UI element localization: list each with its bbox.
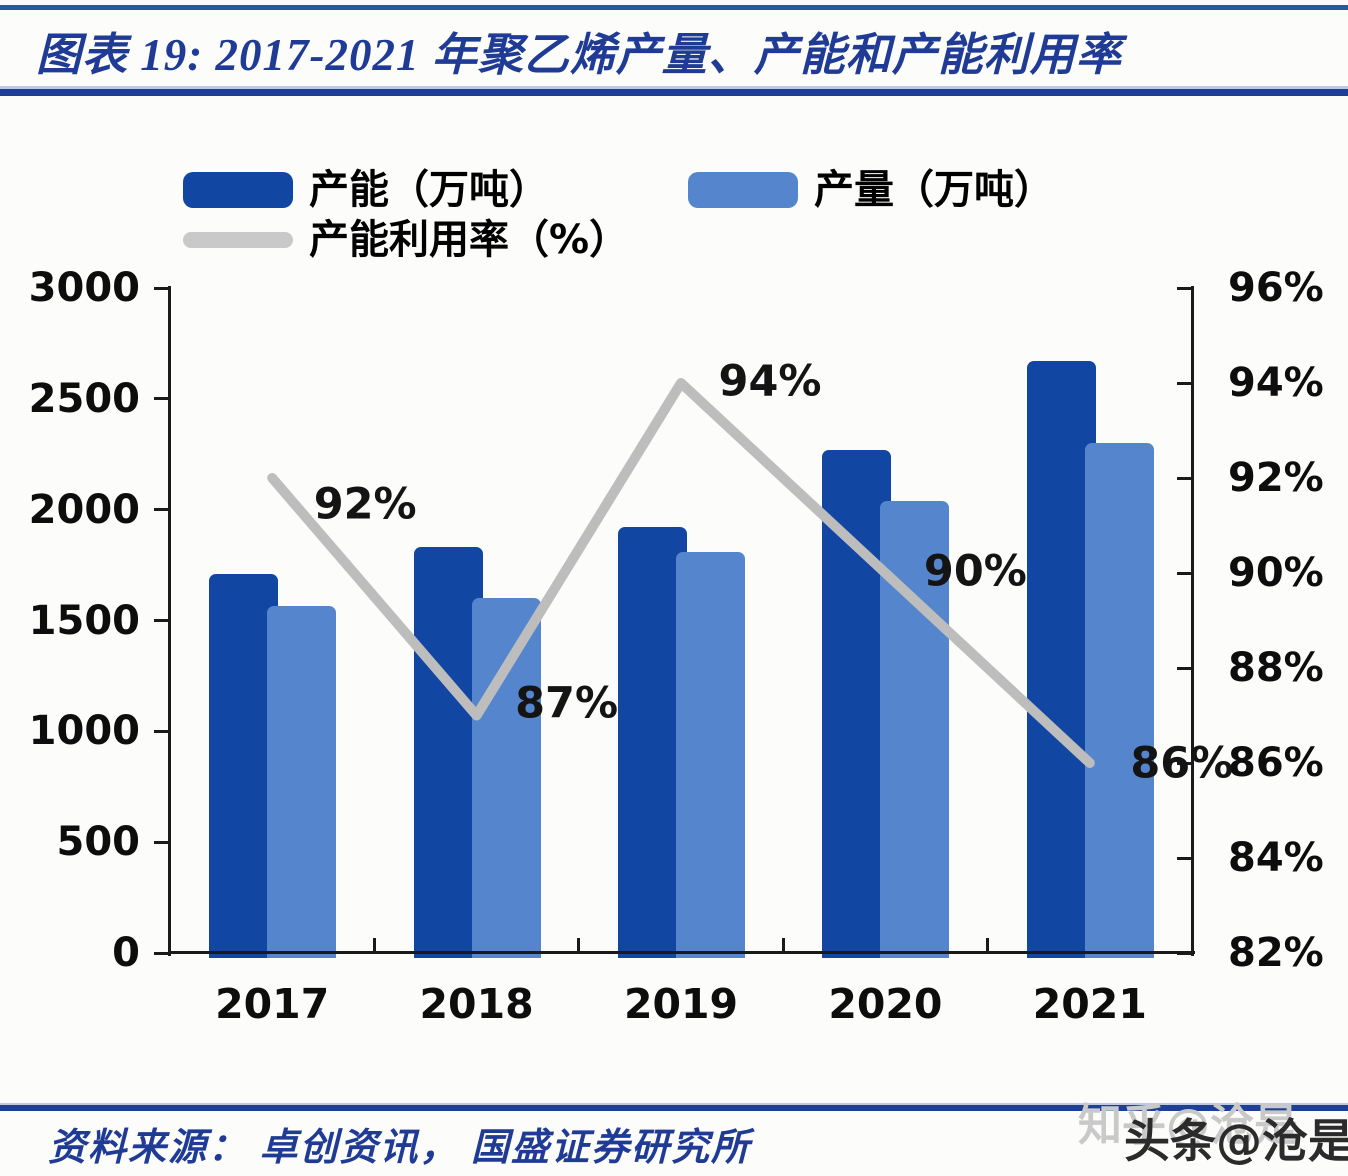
- legend-label-production: 产量（万吨）: [814, 167, 1054, 213]
- y-axis-left-tick: [154, 951, 168, 955]
- x-axis-label-2019: 2019: [623, 980, 739, 1028]
- utilization-data-label-2021: 86%: [1130, 738, 1234, 789]
- source-note: 资料来源： 卓创资讯， 国盛证券研究所: [48, 1127, 752, 1169]
- production-swatch-icon: [688, 172, 798, 208]
- watermark-front-text: 头条@沧是: [1124, 1114, 1348, 1168]
- legend-label-capacity: 产能（万吨）: [309, 167, 549, 213]
- y-axis-right-label: 82%: [1228, 930, 1324, 976]
- y-axis-right-label: 94%: [1228, 360, 1324, 406]
- y-axis-right-label: 96%: [1228, 265, 1324, 311]
- legend-item-production: 产量（万吨）: [688, 170, 1054, 210]
- production-bar-2019: [676, 551, 745, 958]
- y-axis-right-tick: [1177, 571, 1191, 575]
- y-axis-left-label: 500: [56, 819, 141, 866]
- production-bar-2017: [267, 606, 337, 958]
- x-axis-tick: [372, 938, 376, 951]
- y-axis-right-label: 86%: [1228, 740, 1324, 786]
- utilization-line-swatch-icon: [183, 232, 293, 248]
- watermark-back-text: 知乎@沧是: [1078, 1100, 1298, 1151]
- title-divider: [0, 86, 1348, 96]
- y-axis-left-label: 2500: [28, 375, 140, 422]
- production-bar-2018: [471, 598, 541, 958]
- capacity-bar-2017: [209, 573, 279, 958]
- y-axis-left-tick: [154, 397, 168, 401]
- y-axis-left-tick: [154, 840, 168, 844]
- y-axis-right-tick: [1177, 761, 1191, 765]
- y-axis-right-tick: [1177, 381, 1191, 385]
- utilization-data-label-2017: 92%: [313, 479, 417, 530]
- y-axis-right-label: 92%: [1228, 455, 1324, 501]
- y-axis-left-label: 2000: [28, 486, 140, 533]
- y-axis-right-tick: [1177, 666, 1191, 670]
- y-axis-left-tick: [154, 729, 168, 733]
- y-axis-left-label: 0: [112, 930, 140, 976]
- y-axis-right-label: 84%: [1228, 835, 1324, 881]
- y-axis-left-label: 3000: [28, 265, 140, 311]
- y-axis-right-label: 90%: [1228, 550, 1324, 596]
- x-axis: [168, 951, 1195, 954]
- x-axis-tick: [577, 938, 581, 951]
- y-axis-right: [1191, 286, 1194, 956]
- x-axis-label-2018: 2018: [419, 980, 534, 1028]
- y-axis-right-tick: [1177, 476, 1191, 480]
- y-axis-left: [168, 286, 171, 956]
- y-axis-left-label: 1500: [28, 597, 140, 644]
- legend-label-utilization: 产能利用率（%）: [309, 217, 630, 263]
- utilization-data-label-2018: 87%: [515, 678, 619, 728]
- x-axis-tick: [986, 938, 990, 951]
- y-axis-right-tick: [1177, 856, 1191, 860]
- figure-title: 图表 19: 2017-2021 年聚乙烯产量、产能和产能利用率: [36, 30, 1122, 80]
- x-axis-label-2020: 2020: [828, 980, 943, 1028]
- y-axis-left-tick: [154, 286, 168, 290]
- y-axis-left-tick: [154, 619, 168, 622]
- y-axis-left-label: 1000: [28, 708, 140, 755]
- capacity-swatch-icon: [183, 172, 293, 208]
- top-rule: [0, 5, 1348, 10]
- footer-divider: [0, 1103, 1348, 1111]
- y-axis-right-tick: [1177, 286, 1191, 290]
- x-axis-tick: [781, 938, 785, 951]
- x-axis-label-2017: 2017: [215, 980, 330, 1028]
- x-axis-label-2021: 2021: [1032, 980, 1147, 1028]
- utilization-data-label-2020: 90%: [923, 546, 1027, 597]
- utilization-data-label-2019: 94%: [718, 356, 822, 407]
- legend-item-utilization: 产能利用率（%）: [183, 218, 629, 262]
- production-bar-2021: [1084, 443, 1154, 958]
- legend-item-capacity: 产能（万吨）: [183, 170, 549, 210]
- y-axis-left-tick: [154, 508, 168, 512]
- y-axis-right-label: 88%: [1228, 645, 1324, 691]
